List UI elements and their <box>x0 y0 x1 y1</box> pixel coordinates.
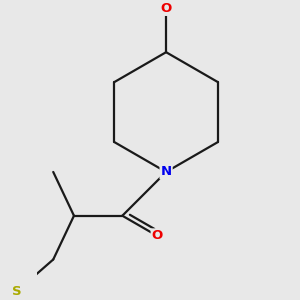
Text: S: S <box>12 285 21 298</box>
Text: O: O <box>160 2 172 15</box>
Text: N: N <box>160 166 172 178</box>
Text: O: O <box>152 230 163 242</box>
